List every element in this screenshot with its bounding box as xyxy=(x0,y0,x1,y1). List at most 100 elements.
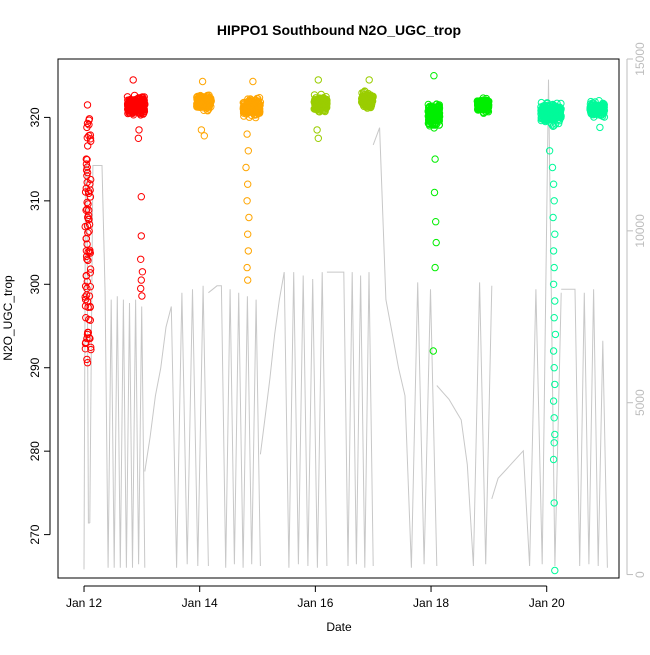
x-tick-label: Jan 18 xyxy=(413,596,449,610)
data-point xyxy=(81,345,90,353)
data-point xyxy=(83,172,91,180)
data-point xyxy=(246,107,254,115)
data-point xyxy=(87,345,95,354)
series-flight-5 xyxy=(310,76,331,143)
data-point xyxy=(83,355,91,364)
data-point xyxy=(429,116,437,125)
data-point xyxy=(255,107,263,115)
data-point xyxy=(595,105,603,113)
data-point xyxy=(551,566,559,575)
altitude-trace-segment xyxy=(436,282,493,567)
data-point xyxy=(135,126,143,134)
data-point xyxy=(596,123,604,132)
data-point xyxy=(137,108,145,117)
altitude-layer xyxy=(83,79,608,570)
data-point xyxy=(551,380,559,389)
data-point xyxy=(314,76,322,84)
data-point xyxy=(549,347,558,355)
data-point xyxy=(87,137,95,145)
x-tick-label: Jan 14 xyxy=(182,596,218,610)
y-axis-label: N2O_UGC_trop xyxy=(1,275,15,361)
data-point xyxy=(587,109,596,118)
data-point xyxy=(550,414,558,422)
data-point xyxy=(83,168,92,177)
data-point xyxy=(433,104,442,112)
data-point xyxy=(481,101,490,110)
data-point xyxy=(549,397,558,405)
series-flight-8 xyxy=(473,94,493,117)
altitude-trace-segment xyxy=(326,271,374,568)
data-point xyxy=(86,246,94,255)
data-point xyxy=(243,130,251,138)
data-point xyxy=(245,213,253,222)
data-point xyxy=(193,102,201,110)
data-point xyxy=(548,121,556,129)
data-point xyxy=(244,147,253,155)
series-flight-7 xyxy=(424,72,444,355)
data-point xyxy=(83,255,91,263)
data-point xyxy=(82,272,91,280)
y2-tick-label: 15000 xyxy=(633,42,647,76)
data-point xyxy=(430,72,438,80)
data-point xyxy=(358,97,366,106)
data-point xyxy=(82,160,91,168)
data-point xyxy=(84,256,92,265)
data-point xyxy=(128,105,137,113)
data-point xyxy=(314,134,322,143)
data-point xyxy=(477,101,485,109)
x-tick-label: Jan 12 xyxy=(66,596,102,610)
y-tick-label: 320 xyxy=(28,107,42,127)
series-flight-3 xyxy=(193,77,215,140)
data-point xyxy=(82,314,90,322)
series-flight-1 xyxy=(81,101,95,367)
data-point xyxy=(545,147,554,155)
data-point xyxy=(550,314,558,322)
data-point xyxy=(540,104,548,112)
points-layer xyxy=(81,72,609,575)
data-point xyxy=(550,499,558,507)
data-point xyxy=(83,334,91,343)
data-point xyxy=(129,103,138,111)
data-point xyxy=(549,455,558,464)
data-point xyxy=(84,142,92,150)
data-point xyxy=(551,430,559,439)
y2-tick-label: 0 xyxy=(633,571,647,578)
data-point xyxy=(85,116,93,124)
data-point xyxy=(550,197,558,205)
data-point xyxy=(430,188,439,197)
data-point xyxy=(596,110,604,118)
data-point xyxy=(86,265,95,273)
data-point xyxy=(426,110,434,118)
data-point xyxy=(195,101,203,109)
data-point xyxy=(137,193,146,201)
data-point xyxy=(542,112,550,121)
data-point xyxy=(550,263,558,272)
data-point xyxy=(244,180,252,188)
data-point xyxy=(82,155,91,163)
altitude-trace-segment xyxy=(144,285,209,568)
y-tick-label: 270 xyxy=(28,524,42,544)
data-point xyxy=(548,163,557,172)
data-point xyxy=(365,95,373,103)
data-point xyxy=(206,93,214,102)
data-point xyxy=(134,134,143,143)
series-flight-2 xyxy=(123,76,149,300)
data-point xyxy=(429,347,437,355)
data-point xyxy=(428,120,437,129)
data-point xyxy=(551,297,559,305)
y-tick-label: 310 xyxy=(28,190,42,210)
data-point xyxy=(317,101,326,109)
data-point xyxy=(546,112,554,120)
data-point xyxy=(129,76,137,84)
data-point xyxy=(244,247,253,255)
data-point xyxy=(360,94,368,102)
data-point xyxy=(138,292,146,300)
data-point xyxy=(368,97,376,106)
y2-tick-label: 10000 xyxy=(633,214,647,248)
data-point xyxy=(431,263,439,272)
data-point xyxy=(364,89,372,98)
data-point xyxy=(138,268,147,276)
data-point xyxy=(477,103,486,112)
data-point xyxy=(83,222,92,230)
data-point xyxy=(138,100,147,108)
